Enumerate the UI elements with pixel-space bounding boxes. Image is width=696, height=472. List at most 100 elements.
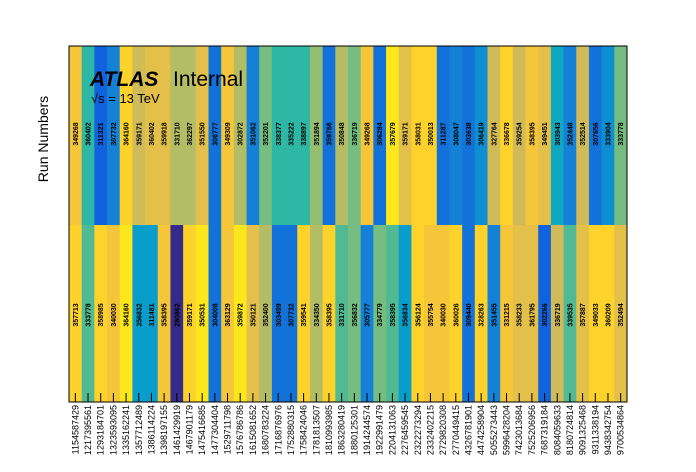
heatmap-cell	[550, 46, 564, 225]
cell-run-number-label: 358031	[415, 122, 422, 145]
x-tick-label: 1529711798	[223, 405, 233, 454]
cell-run-number-label: 307656	[593, 122, 600, 145]
cell-run-number-label: 333778	[86, 303, 93, 326]
heatmap-cell	[157, 225, 171, 402]
heatmap-cell	[221, 225, 235, 402]
x-tick-label: 1615081652	[248, 405, 258, 455]
heatmap-cell	[81, 225, 95, 402]
cell-run-number-label: 302872	[238, 122, 245, 145]
cell-run-number-label: 352201	[263, 122, 270, 145]
cell-run-number-label: 304008	[212, 303, 219, 326]
cell-run-number-label: 340030	[111, 303, 118, 326]
heatmap-cell	[170, 46, 184, 225]
cell-run-number-label: 311287	[441, 122, 448, 145]
cell-run-number-label: 303943	[555, 122, 562, 145]
cell-run-number-label: 350121	[250, 303, 257, 326]
heatmap-cell	[436, 46, 450, 225]
heatmap-cell	[411, 46, 425, 225]
cell-run-number-label: 352494	[618, 303, 625, 326]
x-tick-label: 9091325468	[578, 405, 588, 455]
x-tick-label: 1781813507	[311, 405, 321, 455]
cell-run-number-label: 360026	[453, 303, 460, 326]
x-tick-label: 1335162241	[121, 405, 131, 455]
heatmap-cell	[538, 225, 552, 402]
plot-frame	[68, 45, 628, 403]
heatmap-cell	[94, 46, 108, 225]
cell-run-number-label: 306777	[212, 122, 219, 145]
heatmap-cell	[500, 225, 514, 402]
heatmap-cell	[69, 225, 83, 402]
heatmap-cell	[157, 46, 171, 225]
heatmap-cell	[462, 225, 476, 402]
heatmap-cell	[563, 225, 577, 402]
x-tick-label: 1863280419	[337, 405, 347, 455]
x-tick-label: 1467901179	[184, 405, 194, 454]
x-tick-label: 9311338194	[590, 405, 600, 454]
x-tick-label: 1880125301	[349, 405, 359, 455]
cell-run-number-label: 359541	[301, 303, 308, 326]
x-tick-label: 7525206956	[527, 405, 537, 455]
cell-run-number-label: 358233	[517, 303, 524, 326]
heatmap-cell	[271, 46, 285, 225]
cell-run-number-label: 364160	[124, 303, 131, 326]
x-tick-label: 1810993985	[324, 405, 334, 455]
cell-run-number-label: 280862	[174, 303, 181, 326]
heatmap-cell	[94, 225, 108, 402]
cell-run-number-label: 362297	[187, 122, 194, 145]
x-tick-label: 1217395561	[83, 405, 93, 455]
cell-run-number-label: 331710	[174, 122, 181, 145]
x-tick-label: 2204131063	[387, 405, 397, 455]
heatmap-cell	[322, 225, 336, 402]
heatmap-cell	[512, 46, 526, 225]
cell-run-number-label: 307732	[111, 122, 118, 145]
energy-label: √s = 13 TeV	[91, 91, 160, 106]
heatmap-cell	[500, 46, 514, 225]
cell-run-number-label: 358395	[326, 303, 333, 326]
heatmap-cell	[309, 225, 324, 402]
cell-run-number-label: 359171	[136, 122, 143, 145]
heatmap-cell	[195, 225, 209, 402]
heatmap-cell	[183, 46, 197, 225]
x-tick-label: 1576786786	[235, 405, 245, 455]
x-tick-label: 1477304404	[210, 405, 220, 455]
x-tick-label: 1752880315	[286, 405, 296, 455]
cell-run-number-label: 349268	[73, 122, 80, 145]
cell-run-number-label: 333778	[618, 122, 625, 145]
x-tick-label: 4326781901	[463, 405, 473, 455]
cell-run-number-label: 303638	[466, 122, 473, 145]
heatmap-cell	[246, 225, 260, 402]
cell-run-number-label: 351550	[200, 122, 207, 145]
heatmap-cell	[474, 46, 488, 225]
heatmap-cell	[462, 46, 476, 225]
heatmap-cell	[233, 225, 247, 402]
heatmap-cell	[195, 46, 209, 225]
heatmap-cell	[424, 46, 438, 225]
cell-run-number-label: 351455	[491, 303, 498, 326]
heatmap-cell	[449, 46, 463, 225]
heatmap-cell	[81, 46, 95, 225]
x-tick-label: 1475416685	[197, 405, 207, 455]
heatmap-cell	[474, 225, 488, 402]
x-tick-label: 1922991479	[375, 405, 385, 455]
heatmap-cell	[386, 225, 400, 402]
heatmap-cell	[436, 225, 450, 402]
x-tick-label: 1323593095	[108, 405, 118, 455]
heatmap-cell	[512, 225, 526, 402]
cell-run-number-label: 302266	[542, 303, 549, 326]
heatmap-cell	[259, 225, 273, 402]
heatmap-cell	[297, 225, 311, 402]
cell-run-number-label: 338377	[276, 122, 283, 145]
heatmap-cell	[259, 46, 273, 225]
cell-run-number-label: 358395	[162, 303, 169, 326]
heatmap-cell	[335, 46, 349, 225]
heatmap-cell	[487, 225, 501, 402]
heatmap-cell	[284, 225, 298, 402]
x-tick-label: 1914244574	[362, 405, 372, 455]
heatmap-cell	[386, 46, 400, 225]
cell-run-number-label: 359918	[162, 122, 169, 145]
heatmap-cell	[246, 46, 260, 225]
cell-run-number-label: 340030	[441, 303, 448, 326]
y-axis-label: Run Numbers	[35, 96, 51, 182]
heatmap-cell	[424, 225, 438, 402]
heatmap-cell	[221, 46, 235, 225]
